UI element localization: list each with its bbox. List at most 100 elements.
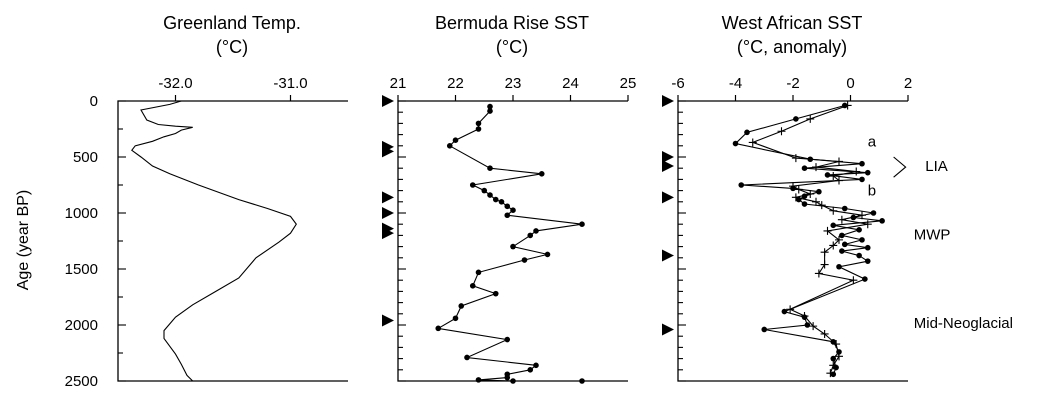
data-point [475, 126, 482, 132]
data-point [446, 143, 453, 149]
data-point [469, 283, 476, 289]
annotation: a [868, 133, 877, 150]
data-point [492, 196, 499, 203]
panel-greenland-ticks: -32.0 -31.0 0 500 1000 1500 2000 2500 [65, 75, 308, 390]
data-point [533, 228, 539, 234]
panel-bermuda-marks [382, 95, 585, 384]
data-point-cross [800, 312, 809, 321]
data-point [579, 221, 585, 227]
data-point [504, 374, 511, 381]
data-point-cross [835, 157, 843, 166]
panel-west-african-ticks: -6 -4 -2 0 2 [671, 75, 912, 382]
data-point-cross [820, 248, 829, 257]
panel-west-african-annotations: a b LIA MWP Mid-Neoglacial [868, 133, 1013, 331]
data-point [527, 232, 534, 239]
data-point [856, 227, 862, 233]
data-point [859, 176, 865, 183]
data-point [487, 165, 493, 171]
data-point-cross [835, 352, 843, 361]
data-point-cross [843, 101, 852, 110]
y-tick-label: 0 [90, 93, 98, 110]
age-marker-triangle [662, 191, 674, 204]
data-point [738, 182, 745, 188]
data-point [498, 199, 505, 205]
panel-greenland: Greenland Temp. (°C) Age (year BP) -32.0… [15, 13, 348, 390]
data-point [487, 108, 493, 114]
y-tick-label: 2000 [65, 317, 98, 334]
data-point-cross [812, 197, 820, 206]
data-point [475, 377, 482, 383]
data-point-cross [849, 276, 858, 285]
data-point-cross [794, 185, 803, 194]
age-marker-triangle [382, 207, 394, 219]
data-point [487, 103, 493, 110]
y-axis-label: Age (year BP) [15, 190, 32, 290]
x-tick-label: -32.0 [158, 75, 192, 92]
data-point-cross [791, 193, 800, 202]
data-point-cross [812, 163, 820, 172]
data-point-cross [823, 226, 832, 235]
data-point [521, 257, 528, 263]
data-point [841, 241, 848, 248]
age-marker-triangle [382, 314, 394, 327]
data-point [793, 116, 799, 122]
y-tick-label: 1000 [65, 205, 98, 222]
data-point [487, 192, 493, 198]
data-point-cross [829, 361, 838, 370]
age-marker-triangle [662, 159, 674, 172]
data-point [458, 303, 465, 309]
data-point [504, 212, 511, 219]
data-point-cross [791, 154, 800, 163]
data-point-cross [858, 211, 866, 220]
data-point-cross [832, 340, 841, 349]
data-point-cross [835, 176, 843, 185]
x-tick-label: 24 [562, 75, 579, 92]
data-point [804, 322, 811, 328]
data-point [510, 207, 516, 213]
data-point [469, 182, 476, 188]
x-tick-label: 0 [846, 75, 854, 92]
data-point-cross [809, 322, 818, 331]
panel-greenland-axis [117, 100, 348, 382]
panel-bermuda-ticks: 21 22 23 24 25 [390, 75, 636, 382]
data-point-cross [826, 369, 835, 378]
data-point [744, 129, 750, 136]
x-tick-label: 2 [904, 75, 912, 92]
data-point [481, 187, 488, 194]
data-point [879, 218, 885, 224]
data-point [864, 169, 871, 176]
data-point-cross [835, 235, 843, 244]
data-point [801, 165, 808, 171]
data-point [864, 244, 871, 251]
data-point [816, 188, 822, 195]
panel-greenland-title-line1: Greenland Temp. [163, 13, 301, 33]
data-point [841, 205, 848, 212]
data-point-cross [820, 329, 829, 338]
data-point [862, 276, 868, 282]
panel-greenland-title-line2: (°C) [216, 37, 248, 57]
data-point [833, 364, 839, 371]
panel-bermuda-axis [397, 100, 628, 382]
data-point [761, 326, 768, 333]
data-point [527, 367, 534, 373]
series-line-a [734, 104, 883, 375]
data-point [435, 325, 442, 332]
data-point-cross [829, 172, 838, 181]
x-tick-label: -6 [671, 75, 684, 92]
data-point [830, 355, 837, 362]
panel-bermuda-title-line2: (°C) [496, 37, 528, 57]
data-point-cross [748, 138, 757, 147]
data-point [801, 201, 808, 207]
data-point [533, 362, 539, 369]
series-line [436, 106, 583, 382]
data-point-cross [777, 127, 786, 136]
data-point [781, 308, 788, 315]
lia-bracket [893, 156, 907, 178]
panel-bermuda-title-line1: Bermuda Rise SST [435, 13, 589, 33]
x-tick-label: 22 [447, 75, 464, 92]
panel-west-african: West African SST (°C, anomaly) -6 -4 -2 0 2 … [662, 13, 1013, 382]
age-marker-triangle [382, 95, 394, 107]
x-tick-label: 21 [390, 75, 407, 92]
x-tick-label: -31.0 [273, 75, 307, 92]
